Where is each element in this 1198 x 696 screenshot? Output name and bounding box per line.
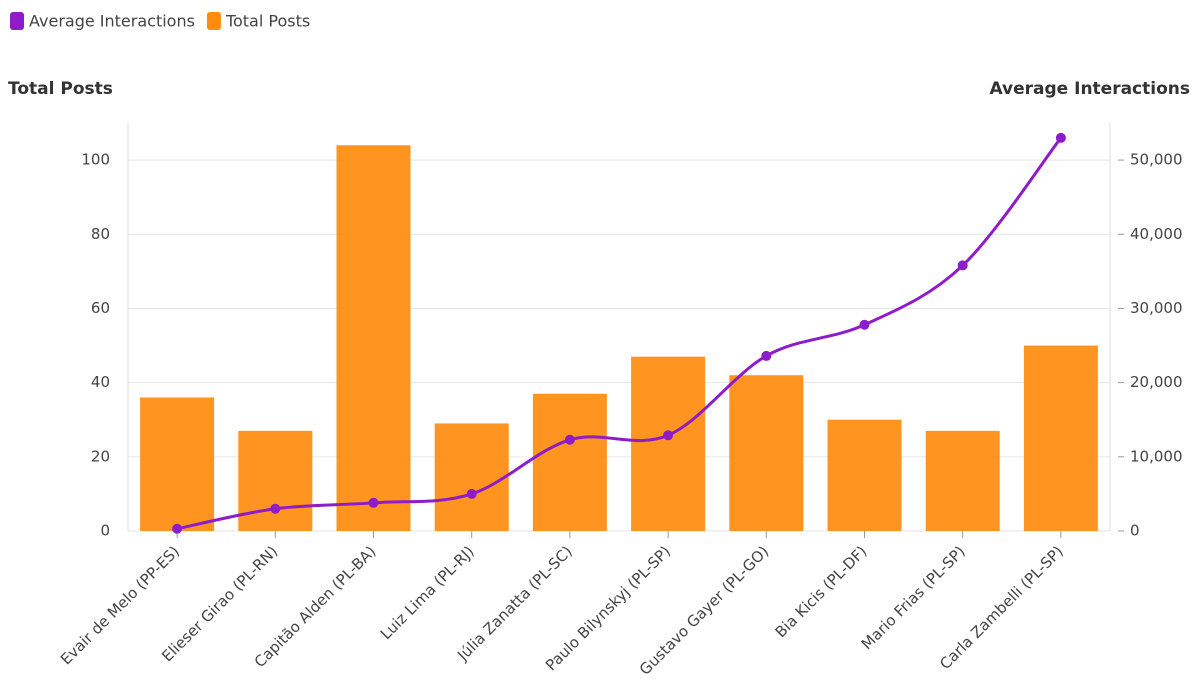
bar: [140, 397, 215, 531]
y-tick-label: 40: [91, 373, 110, 391]
bar: [1023, 345, 1098, 531]
y2-tick-label: 0: [1130, 522, 1140, 540]
bar: [729, 375, 804, 531]
y-tick-label: 0: [100, 522, 110, 540]
line: [176, 136, 1063, 531]
y-tick-label: 100: [81, 151, 110, 169]
x-tick-label: Luiz Lima (PL-RJ): [377, 542, 478, 643]
bar: [532, 393, 607, 531]
line-marker: [466, 488, 477, 499]
line-marker: [663, 430, 674, 441]
legend-swatch: [10, 12, 24, 30]
y2-tick-label: 30,000: [1130, 299, 1183, 317]
bar: [336, 145, 411, 531]
y-tick-label: 80: [91, 225, 110, 243]
line-marker: [368, 497, 379, 508]
bar: [238, 430, 313, 531]
legend-swatch: [206, 12, 221, 30]
bar: [631, 356, 706, 531]
y-tick-label: 60: [91, 299, 110, 317]
line-marker: [859, 319, 870, 330]
x-tick-label: Mario Frias (PL-SP): [858, 542, 969, 653]
legend-label: Total Posts: [225, 12, 310, 31]
line-marker: [761, 350, 772, 361]
line-marker: [1055, 132, 1066, 143]
bar: [925, 430, 1000, 531]
y2-axis-title: Average Interactions: [989, 79, 1190, 99]
y-axis-title: Total Posts: [8, 79, 113, 99]
y2-tick-label: 20,000: [1130, 373, 1183, 391]
legend-label: Average Interactions: [29, 12, 195, 31]
bar: [827, 419, 902, 531]
line-marker: [270, 503, 281, 514]
y-tick-label: 20: [91, 447, 110, 465]
line-marker: [957, 260, 968, 271]
y2-tick-label: 40,000: [1130, 225, 1183, 243]
line-marker: [564, 434, 575, 445]
bar: [434, 423, 509, 531]
y2-tick-label: 10,000: [1130, 447, 1183, 465]
y2-tick-label: 50,000: [1130, 151, 1183, 169]
x-tick-label: Bia Kicis (PL-DF): [772, 542, 871, 641]
line-marker: [172, 523, 183, 534]
